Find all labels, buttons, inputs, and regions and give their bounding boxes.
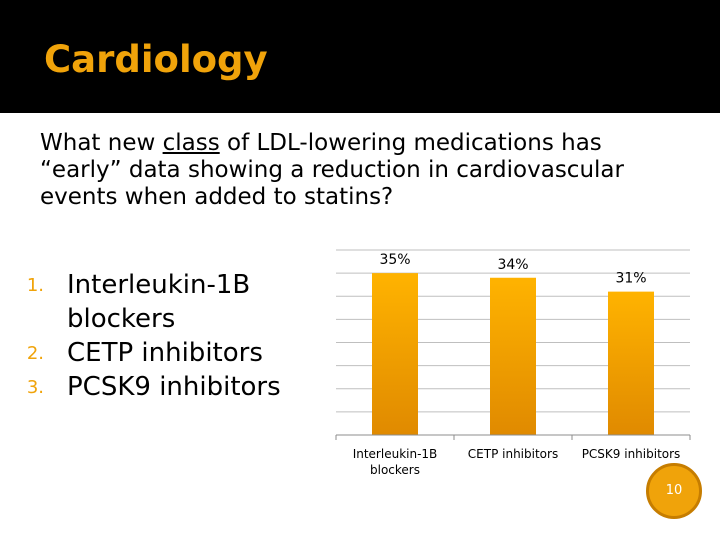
- category-label: CETP inhibitors: [468, 447, 558, 461]
- option-number: 3.: [26, 377, 44, 398]
- category-label: PCSK9 inhibitors: [582, 447, 681, 461]
- question-text: What new class of LDL-lowering medicatio…: [40, 130, 680, 211]
- slide-title: Cardiology: [44, 38, 268, 81]
- question-after: of LDL-lowering medications has “early” …: [40, 130, 624, 210]
- option-3[interactable]: 3. PCSK9 inhibitors: [0, 370, 330, 404]
- slide-number-badge: 10: [646, 463, 702, 519]
- response-bar-chart: 35% Interleukin-1B blockers 34% CETP inhibit…: [335, 249, 691, 477]
- data-label: 31%: [615, 271, 646, 287]
- option-label: PCSK9 inhibitors: [67, 372, 281, 402]
- option-number: 2.: [26, 343, 44, 364]
- question-before: What new: [40, 130, 163, 156]
- data-label: 35%: [379, 252, 410, 268]
- question-underlined: class: [162, 130, 220, 156]
- answer-options: 1. Interleukin-1B blockers 2. CETP inhib…: [0, 268, 330, 404]
- data-label: 34%: [497, 257, 528, 273]
- bar-1: [372, 273, 418, 435]
- category-label: blockers: [370, 463, 420, 477]
- bar-3: [608, 291, 654, 435]
- option-1[interactable]: 1. Interleukin-1B blockers: [0, 268, 330, 336]
- title-bar: Cardiology: [0, 0, 720, 113]
- option-label: CETP inhibitors: [67, 338, 263, 368]
- option-2[interactable]: 2. CETP inhibitors: [0, 336, 330, 370]
- bar-2: [490, 277, 536, 435]
- option-number: 1.: [26, 275, 44, 296]
- category-label: Interleukin-1B: [353, 447, 438, 461]
- option-label: Interleukin-1B blockers: [67, 270, 251, 334]
